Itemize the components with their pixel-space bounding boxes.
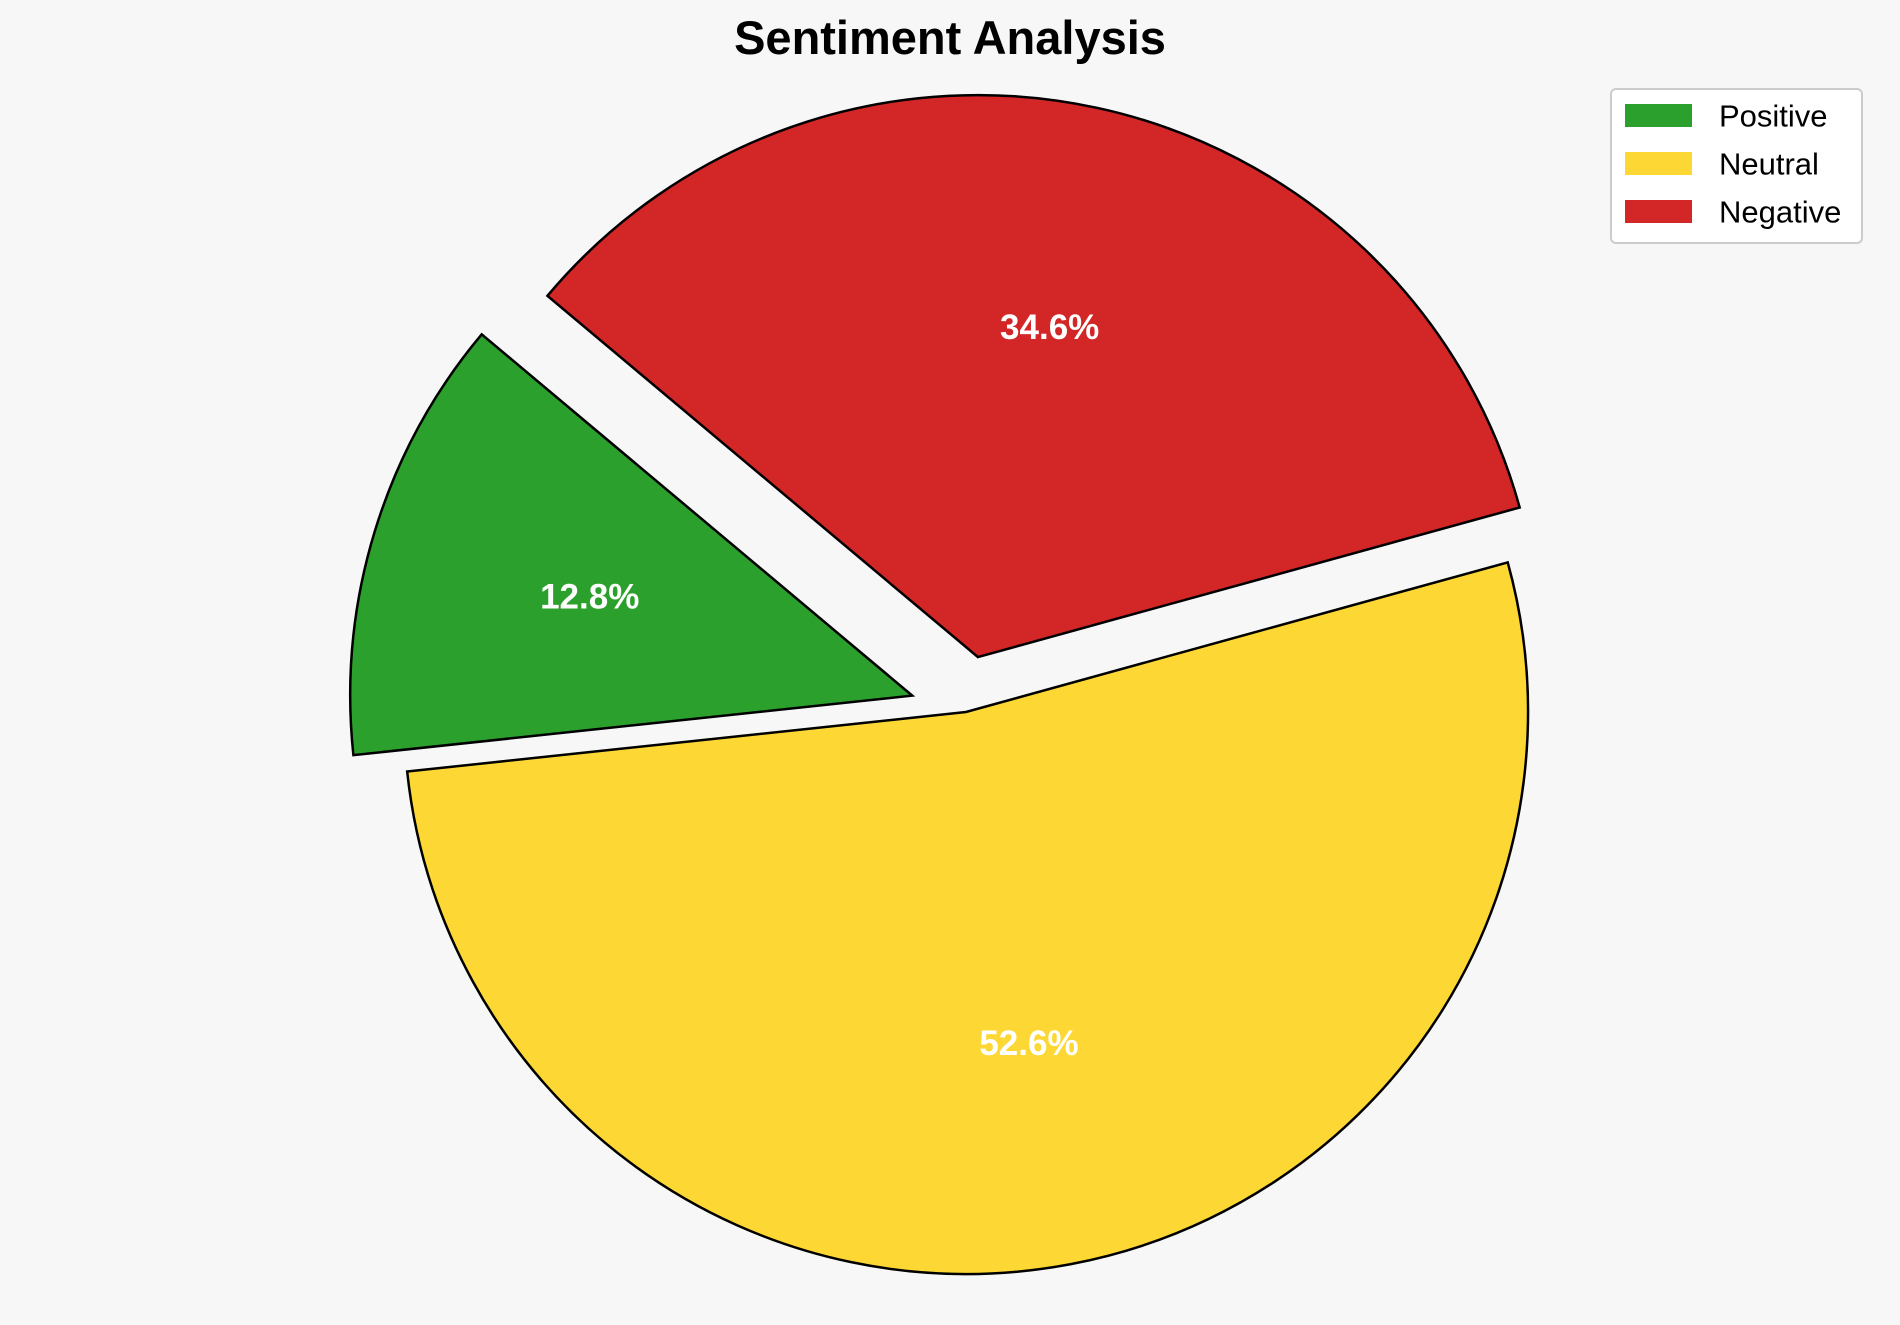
legend-items: Positive Neutral Negative xyxy=(1625,99,1841,230)
pie-slices xyxy=(348,93,1530,1276)
legend-swatch-neutral xyxy=(1625,152,1692,175)
pie-label-neutral: 52.6% xyxy=(979,1024,1078,1063)
legend-swatch-negative xyxy=(1625,200,1692,223)
pie-slice-negative xyxy=(545,93,1522,659)
legend-label-positive: Positive xyxy=(1719,99,1828,134)
chart-title: Sentiment Analysis xyxy=(734,11,1166,64)
pie-slice-neutral xyxy=(405,560,1530,1276)
pie-slice-positive xyxy=(348,332,916,757)
pie-percentage-labels: 12.8% 52.6% 34.6% xyxy=(540,308,1099,1063)
pie-label-positive: 12.8% xyxy=(540,578,639,617)
legend-swatch-positive xyxy=(1625,104,1692,127)
legend-label-neutral: Neutral xyxy=(1719,147,1819,182)
legend-label-negative: Negative xyxy=(1719,195,1841,230)
pie-label-negative: 34.6% xyxy=(1000,308,1099,347)
legend: Positive Neutral Negative xyxy=(1610,88,1863,244)
